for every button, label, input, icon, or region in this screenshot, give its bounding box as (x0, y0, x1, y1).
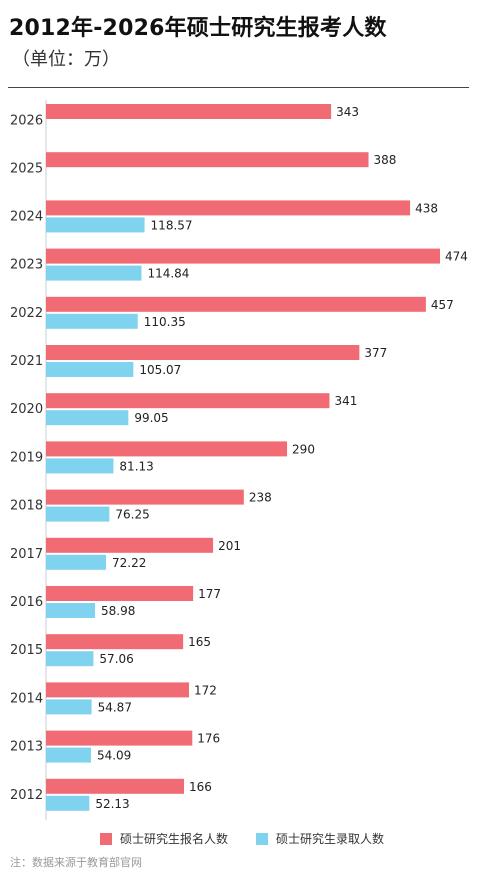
data-label-applicants-2020: 341 (334, 394, 357, 408)
data-label-applicants-2014: 172 (194, 683, 217, 697)
source-note: 注：数据来源于教育部官网 (10, 856, 142, 869)
category-label-2019: 2019 (10, 450, 43, 465)
bar-applicants-2016 (46, 586, 194, 601)
bar-admitted-2019 (46, 458, 114, 474)
category-label-2018: 2018 (10, 499, 43, 514)
data-label-admitted-2019: 81.13 (119, 459, 153, 473)
data-label-applicants-2024: 438 (415, 201, 438, 215)
category-label-2013: 2013 (10, 740, 43, 755)
bar-applicants-2017 (46, 537, 214, 553)
data-label-admitted-2022: 110.35 (144, 315, 186, 329)
bar-admitted-2014 (46, 699, 92, 715)
legend: 硕士研究生报名人数 硕士研究生录取人数 (100, 830, 384, 847)
data-label-admitted-2020: 99.05 (134, 411, 168, 425)
category-label-2026: 2026 (10, 114, 43, 129)
legend-item-admitted: 硕士研究生录取人数 (256, 830, 384, 847)
data-label-admitted-2013: 54.09 (97, 749, 131, 763)
data-label-applicants-2013: 176 (197, 732, 220, 746)
legend-item-applicants: 硕士研究生报名人数 (100, 830, 228, 847)
bar-applicants-2018 (46, 489, 244, 505)
category-label-2014: 2014 (10, 691, 43, 706)
category-label-2024: 2024 (10, 209, 43, 224)
bar-applicants-2013 (46, 730, 193, 746)
legend-swatch-applicants (100, 832, 112, 845)
bar-admitted-2012 (46, 795, 90, 811)
data-label-applicants-2019: 290 (292, 442, 315, 456)
bar-applicants-2022 (46, 296, 426, 312)
bar-admitted-2015 (46, 651, 94, 667)
bar-applicants-2021 (46, 345, 360, 360)
category-label-2025: 2025 (10, 162, 43, 177)
legend-label-admitted: 硕士研究生录取人数 (276, 832, 385, 846)
data-label-applicants-2016: 177 (198, 587, 221, 601)
data-label-admitted-2012: 52.13 (95, 797, 129, 811)
category-label-2023: 2023 (10, 258, 43, 273)
legend-swatch-admitted (256, 832, 269, 845)
bar-admitted-2016 (46, 603, 96, 618)
category-label-2012: 2012 (10, 788, 43, 803)
chart-subtitle: （单位：万） (12, 49, 120, 70)
category-label-2017: 2017 (10, 547, 43, 562)
category-label-2020: 2020 (10, 402, 43, 417)
data-label-applicants-2018: 238 (249, 491, 272, 505)
data-label-admitted-2024: 118.57 (151, 218, 193, 232)
category-label-2016: 2016 (10, 595, 43, 610)
data-label-applicants-2021: 377 (364, 346, 387, 360)
data-label-applicants-2023: 474 (445, 250, 468, 264)
bar-applicants-2014 (46, 682, 189, 698)
data-label-applicants-2017: 201 (218, 539, 241, 553)
data-label-admitted-2014: 54.87 (98, 700, 132, 714)
title-divider (8, 87, 469, 88)
bar-admitted-2022 (46, 313, 138, 329)
bar-applicants-2026 (46, 104, 332, 119)
data-label-admitted-2016: 58.98 (101, 604, 135, 618)
bar-admitted-2013 (46, 747, 91, 763)
bar-admitted-2023 (46, 265, 142, 281)
legend-label-applicants: 硕士研究生报名人数 (120, 832, 229, 846)
bar-applicants-2024 (46, 200, 411, 216)
bar-admitted-2021 (46, 362, 134, 377)
data-label-applicants-2015: 165 (188, 635, 211, 649)
bar-applicants-2023 (46, 248, 440, 264)
data-label-admitted-2023: 114.84 (147, 267, 189, 281)
data-label-admitted-2015: 57.06 (99, 652, 133, 666)
bar-applicants-2019 (46, 441, 288, 457)
data-label-applicants-2026: 343 (336, 105, 359, 119)
bar-applicants-2012 (46, 778, 184, 794)
bar-applicants-2015 (46, 634, 184, 650)
bar-admitted-2020 (46, 410, 129, 426)
data-label-admitted-2021: 105.07 (139, 363, 181, 377)
data-label-applicants-2022: 457 (431, 298, 454, 312)
category-label-2015: 2015 (10, 643, 43, 658)
bar-admitted-2018 (46, 506, 110, 522)
data-label-applicants-2025: 388 (374, 153, 397, 167)
bar-applicants-2025 (46, 152, 369, 168)
bar-applicants-2020 (46, 393, 330, 409)
category-label-2022: 2022 (10, 306, 43, 321)
bar-admitted-2017 (46, 554, 107, 570)
data-label-admitted-2018: 76.25 (115, 508, 149, 522)
category-label-2021: 2021 (10, 354, 43, 369)
chart-title: 2012年-2026年硕士研究生报考人数 (9, 16, 387, 41)
bar-admitted-2024 (46, 217, 145, 233)
data-label-applicants-2012: 166 (189, 780, 212, 794)
data-label-admitted-2017: 72.22 (112, 556, 146, 570)
